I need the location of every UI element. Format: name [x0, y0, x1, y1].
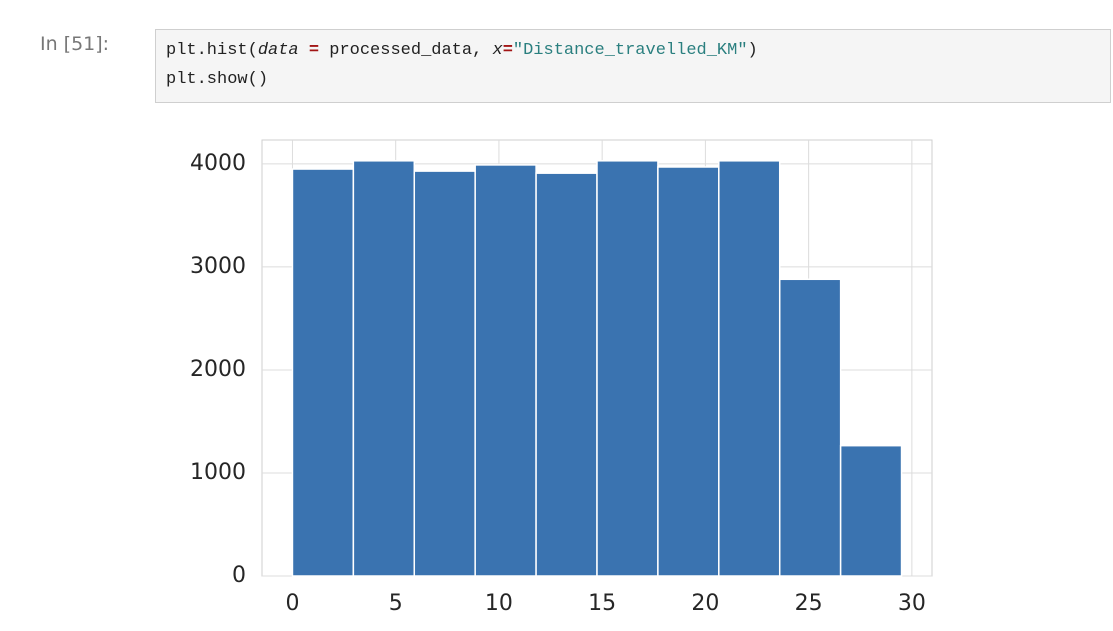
y-tick-label: 4000	[190, 151, 246, 176]
y-tick-label: 2000	[190, 357, 246, 382]
y-tick-label: 0	[232, 563, 246, 588]
histogram-bar	[778, 278, 842, 577]
code-token: x	[492, 41, 503, 60]
y-tick-label: 3000	[190, 254, 246, 279]
histogram-bar	[535, 172, 598, 577]
histogram-bar	[718, 160, 781, 577]
y-tick-label: 1000	[190, 460, 246, 485]
code-line: plt.hist(data = processed_data, x="Dista…	[166, 36, 1100, 65]
code-token: =	[502, 41, 513, 60]
code-token: "Distance_travelled_KM"	[512, 41, 748, 60]
code-token: plt.hist(	[166, 41, 258, 60]
histogram-bar	[839, 444, 903, 577]
code-cell[interactable]: plt.hist(data = processed_data, x="Dista…	[155, 29, 1111, 103]
histogram-bar	[596, 160, 659, 577]
x-tick-label: 0	[285, 591, 299, 616]
code-token: =	[298, 41, 330, 60]
x-tick-label: 30	[898, 591, 926, 616]
x-tick-label: 20	[691, 591, 719, 616]
code-token: plt.show()	[166, 70, 269, 89]
histogram-bar	[657, 166, 720, 577]
x-tick-label: 10	[485, 591, 513, 616]
x-tick-label: 5	[389, 591, 403, 616]
histogram-bar	[413, 170, 476, 577]
histogram-bar	[352, 160, 416, 577]
code-line: plt.show()	[166, 65, 1100, 94]
histogram-bar	[291, 168, 355, 577]
x-tick-label: 25	[795, 591, 823, 616]
chart: 0 1000 2000 3000 4000 0 5 10 15 20 25 30	[190, 139, 933, 616]
code-token: )	[747, 41, 758, 60]
cell-prompt: In [51]:	[40, 33, 110, 55]
code-token: data	[257, 41, 299, 60]
code-token: processed_data,	[329, 41, 493, 60]
histogram-bar	[474, 164, 537, 577]
x-tick-label: 15	[588, 591, 616, 616]
